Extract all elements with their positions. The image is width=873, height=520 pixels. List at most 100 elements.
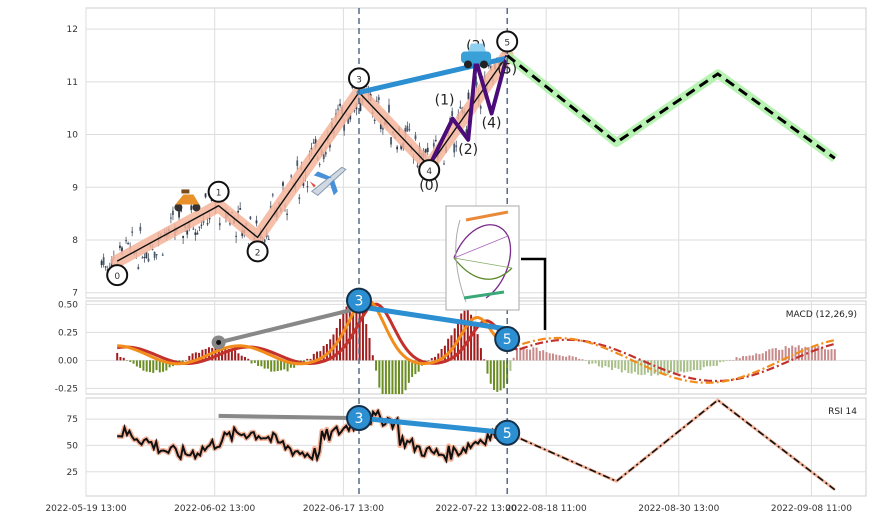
macd-histogram-bar [529, 349, 532, 361]
macd-histogram-bar [715, 360, 718, 366]
candle-body [400, 144, 403, 150]
macd-histogram-bar [368, 337, 371, 361]
candle-body [239, 208, 242, 210]
macd-histogram-bar [476, 334, 479, 361]
macd-histogram-bar [630, 360, 633, 374]
rsi-line [117, 408, 509, 464]
candle-body [426, 147, 429, 152]
macd-histogram-bar [240, 355, 243, 361]
macd-histogram-bar [830, 349, 833, 361]
macd-histogram-bar [227, 349, 230, 361]
candle-body [208, 217, 211, 220]
macd-histogram-bar [784, 346, 787, 361]
macd-grey-marker-dot [216, 339, 222, 345]
candle-body [443, 163, 445, 165]
y-tick-label: 0.25 [58, 328, 78, 338]
macd-histogram-bar [545, 352, 548, 361]
macd-histogram-bar [604, 360, 607, 367]
macd-histogram-bar [401, 360, 404, 394]
macd-histogram-bar [748, 355, 751, 361]
macd-histogram-bar [778, 349, 781, 361]
candle-body [377, 97, 380, 100]
inset-curve [455, 219, 467, 303]
macd-histogram-bar [116, 352, 119, 361]
macd-histogram-bar [620, 360, 623, 373]
macd-histogram-bar [601, 360, 604, 368]
macd-histogram-bar [493, 360, 496, 391]
macd-histogram-bar [280, 360, 283, 371]
macd-histogram-bar [365, 324, 368, 361]
macd-histogram-bar [266, 360, 269, 369]
pivot-circle [207, 180, 230, 203]
macd-histogram-bar [430, 358, 433, 361]
macd-histogram-bar [692, 360, 695, 371]
candle-body [475, 81, 478, 86]
candle-body [408, 129, 411, 131]
macd-histogram-bar [794, 347, 797, 361]
candle-body [192, 228, 195, 230]
macd-histogram-bar [751, 355, 754, 361]
macd-histogram-bar [738, 358, 741, 361]
macd-histogram-bar [820, 348, 823, 361]
inset-curve [453, 257, 513, 280]
macd-histogram-bar [624, 360, 627, 371]
macd-histogram-bar [558, 355, 561, 361]
macd-histogram-bar [260, 360, 263, 367]
airplane-wing [329, 179, 338, 196]
rsi-panel-label: RSI 14 [828, 407, 857, 417]
x-tick-label: 2022-07-22 13:00 [435, 504, 516, 514]
candle-body [404, 128, 407, 135]
candle-body [235, 235, 238, 237]
y-tick-label: 25 [67, 468, 78, 478]
candle-body [290, 175, 293, 177]
subwave-label: (4) [482, 115, 502, 131]
subwave-label: (5) [497, 61, 517, 77]
candle-body [196, 232, 199, 235]
candle-body [121, 247, 123, 253]
divergence-marker [346, 287, 372, 314]
candle-body [206, 223, 209, 225]
macd-histogram-bar [466, 310, 469, 361]
y-tick-label: 0.00 [58, 356, 78, 366]
macd-histogram-bar [571, 356, 574, 361]
divergence-marker [494, 419, 521, 446]
macd-histogram-bar [181, 360, 184, 363]
macd-histogram-bar [434, 356, 437, 361]
candle-body [155, 254, 158, 256]
candle-body [375, 100, 378, 102]
candle-body [263, 239, 266, 243]
y-tick-label: 75 [67, 415, 78, 425]
candle-body [351, 86, 354, 88]
macd-histogram-bar [509, 360, 512, 371]
airplane-body [310, 166, 347, 196]
macd-histogram-bar [276, 360, 279, 372]
candle-body [467, 92, 470, 100]
macd-histogram-bar [381, 360, 384, 394]
macd-histogram-bar [581, 359, 584, 361]
candle-body [451, 111, 454, 117]
macd-histogram-bar [306, 358, 309, 361]
scooter-wheel [192, 203, 201, 212]
divergence-marker [346, 405, 372, 432]
macd-histogram-bar [345, 306, 348, 361]
macd-histogram-bar [699, 360, 702, 371]
scooter-icon [174, 189, 201, 212]
axis-labels: 2022-05-19 13:00 2022-06-02 13:00 2022-06-… [45, 25, 852, 514]
candle-body [324, 152, 327, 155]
macd-histogram-bar [342, 312, 345, 361]
candle-body [202, 220, 205, 223]
macd-histogram-bar [162, 360, 165, 372]
airplane-wing [313, 171, 332, 180]
candle-body [241, 230, 244, 237]
candle-body [271, 194, 274, 196]
macd-panel-label: MACD (12,26,9) [786, 310, 857, 320]
x-tick-label: 2022-06-17 13:00 [303, 504, 384, 514]
car-body [461, 51, 491, 64]
macd-histogram-bar [391, 360, 394, 394]
macd-histogram-bar [594, 360, 597, 364]
macd-histogram-bar [440, 348, 443, 361]
candle-body [414, 135, 417, 140]
macd-histogram-bar [217, 345, 220, 361]
macd-histogram-bar [191, 353, 194, 361]
macd-histogram-bar [273, 360, 276, 372]
